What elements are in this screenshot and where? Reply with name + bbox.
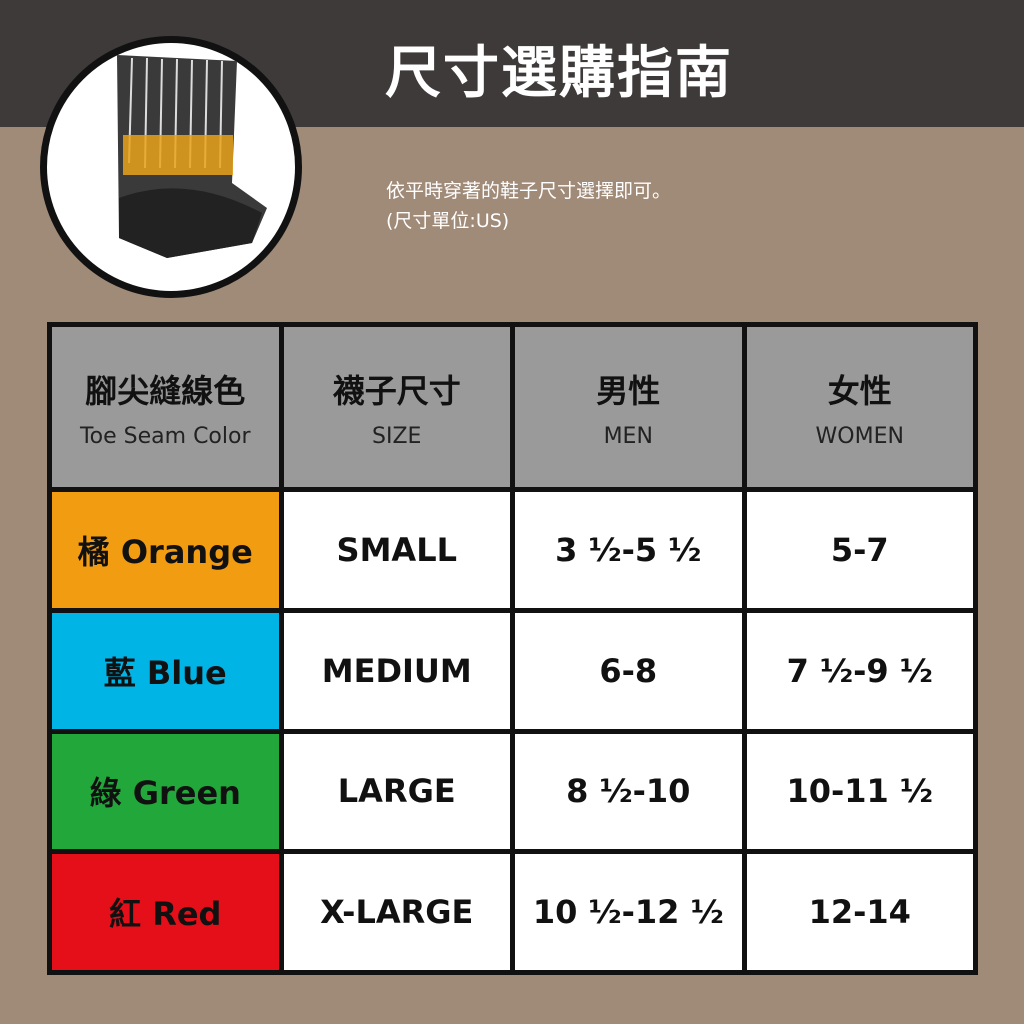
table-row: 綠 Green LARGE 8 ½-10 10-11 ½ xyxy=(47,728,978,855)
header-en: WOMEN xyxy=(815,423,904,449)
sock-illustration xyxy=(40,36,302,298)
women-cell: 10-11 ½ xyxy=(741,728,978,855)
color-cell: 橘 Orange xyxy=(47,487,284,613)
table-row: 藍 Blue MEDIUM 6-8 7 ½-9 ½ xyxy=(47,607,978,734)
table-header-row: 腳尖縫線色 Toe Seam Color 襪子尺寸 SIZE 男性 MEN 女性 WOM… xyxy=(47,322,978,492)
women-cell: 5-7 xyxy=(741,487,978,613)
size-table: 腳尖縫線色 Toe Seam Color 襪子尺寸 SIZE 男性 MEN 女性 WOM… xyxy=(47,322,978,975)
page-title: 尺寸選購指南 xyxy=(385,41,733,106)
sock-icon xyxy=(117,55,267,258)
color-cell: 綠 Green xyxy=(47,728,284,855)
size-cell: SMALL xyxy=(278,487,515,613)
men-cell: 3 ½-5 ½ xyxy=(510,487,747,613)
women-cell: 12-14 xyxy=(741,849,978,975)
intro-text: 依平時穿著的鞋子尺寸選擇即可。 xyxy=(386,180,672,202)
women-cell: 7 ½-9 ½ xyxy=(741,607,978,734)
header-zh: 腳尖縫線色 xyxy=(85,371,246,410)
size-cell: LARGE xyxy=(278,728,515,855)
header-zh: 男性 xyxy=(596,371,661,410)
column-header-women: 女性 WOMEN xyxy=(741,322,978,492)
header-en: SIZE xyxy=(372,423,422,449)
color-cell: 藍 Blue xyxy=(47,607,284,734)
size-cell: MEDIUM xyxy=(278,607,515,734)
column-header-size: 襪子尺寸 SIZE xyxy=(278,322,515,492)
column-header-men: 男性 MEN xyxy=(510,322,747,492)
size-cell: X-LARGE xyxy=(278,849,515,975)
header-zh: 襪子尺寸 xyxy=(332,371,461,410)
table-row: 橘 Orange SMALL 3 ½-5 ½ 5-7 xyxy=(47,487,978,613)
header-zh: 女性 xyxy=(827,371,892,410)
men-cell: 6-8 xyxy=(510,607,747,734)
table-row: 紅 Red X-LARGE 10 ½-12 ½ 12-14 xyxy=(47,849,978,975)
men-cell: 8 ½-10 xyxy=(510,728,747,855)
men-cell: 10 ½-12 ½ xyxy=(510,849,747,975)
header-en: MEN xyxy=(603,423,653,449)
color-cell: 紅 Red xyxy=(47,849,284,975)
header-en: Toe Seam Color xyxy=(79,423,251,449)
column-header-color: 腳尖縫線色 Toe Seam Color xyxy=(47,322,284,492)
unit-note: (尺寸單位:US) xyxy=(386,210,510,232)
